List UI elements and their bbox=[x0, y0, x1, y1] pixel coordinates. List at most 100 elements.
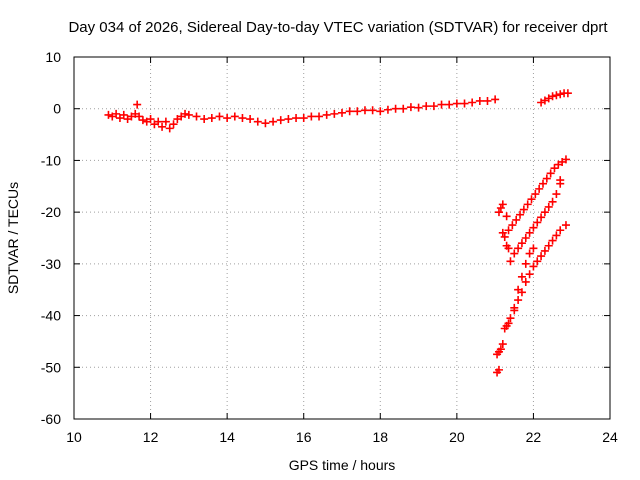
x-tick-label: 16 bbox=[296, 429, 312, 445]
data-point bbox=[521, 234, 530, 242]
data-point bbox=[529, 262, 538, 271]
data-point bbox=[330, 109, 339, 118]
data-point bbox=[284, 115, 293, 124]
data-point bbox=[368, 106, 377, 115]
data-point bbox=[552, 190, 561, 199]
data-point bbox=[146, 115, 155, 124]
data-point bbox=[165, 124, 174, 133]
data-point bbox=[360, 106, 369, 115]
data-point bbox=[406, 103, 415, 112]
data-point bbox=[500, 232, 509, 241]
data-point bbox=[253, 117, 262, 126]
x-tick-label: 20 bbox=[449, 429, 465, 445]
data-point bbox=[561, 155, 570, 164]
data-point bbox=[475, 96, 484, 105]
data-point bbox=[544, 202, 553, 211]
data-point bbox=[512, 215, 521, 224]
data-point bbox=[506, 257, 515, 266]
axis-ticks: 10 12 14 16 18 20 22 24 10 0 -10 -20 -30 -40 -50 -60 bbox=[41, 49, 618, 445]
x-tick-label: 12 bbox=[143, 429, 159, 445]
data-point bbox=[261, 119, 270, 128]
data-point bbox=[292, 114, 301, 123]
data-point bbox=[376, 107, 385, 116]
data-point bbox=[529, 244, 538, 253]
data-point bbox=[112, 109, 121, 118]
data-point bbox=[161, 117, 170, 126]
data-point bbox=[510, 249, 519, 258]
data-point bbox=[504, 319, 513, 328]
data-point bbox=[552, 231, 561, 240]
x-tick-label: 14 bbox=[219, 429, 235, 445]
data-point bbox=[556, 90, 565, 99]
data-point bbox=[531, 190, 540, 199]
data-point bbox=[494, 208, 503, 217]
data-point bbox=[207, 114, 216, 123]
data-points bbox=[104, 89, 572, 377]
data-point bbox=[514, 296, 523, 305]
data-point bbox=[563, 89, 572, 98]
data-point bbox=[502, 241, 511, 250]
x-axis-label: GPS time / hours bbox=[289, 457, 396, 473]
data-point bbox=[504, 226, 513, 235]
y-tick-label: -60 bbox=[41, 411, 61, 427]
data-point bbox=[230, 112, 239, 121]
data-point bbox=[561, 221, 570, 230]
data-point bbox=[537, 252, 546, 261]
data-point bbox=[307, 112, 316, 121]
data-point bbox=[315, 112, 324, 121]
data-point bbox=[516, 210, 525, 219]
data-point bbox=[498, 200, 507, 209]
x-tick-label: 10 bbox=[66, 429, 82, 445]
data-point bbox=[422, 102, 431, 111]
y-tick-label: -30 bbox=[41, 256, 61, 272]
data-point bbox=[517, 272, 526, 281]
data-point bbox=[548, 236, 557, 245]
data-point bbox=[519, 205, 528, 214]
data-point bbox=[548, 92, 557, 101]
data-point bbox=[502, 212, 511, 221]
data-point bbox=[527, 195, 536, 204]
data-point bbox=[445, 100, 454, 109]
x-tick-label: 24 bbox=[602, 429, 618, 445]
data-point bbox=[353, 107, 362, 116]
data-point bbox=[552, 91, 561, 100]
y-axis-label: SDTVAR / TECUs bbox=[5, 182, 21, 294]
gridlines bbox=[74, 57, 610, 419]
data-point bbox=[540, 246, 549, 255]
data-point bbox=[556, 226, 565, 235]
plot-frame bbox=[73, 56, 611, 420]
data-point bbox=[437, 100, 446, 109]
data-point bbox=[544, 241, 553, 250]
data-point bbox=[269, 117, 278, 126]
data-point bbox=[399, 104, 408, 113]
y-tick-label: 0 bbox=[53, 101, 61, 117]
data-point bbox=[223, 114, 232, 123]
data-point bbox=[135, 112, 144, 121]
data-point bbox=[215, 112, 224, 121]
data-point bbox=[533, 218, 542, 227]
data-point bbox=[521, 259, 530, 268]
data-point bbox=[514, 244, 523, 253]
data-point bbox=[525, 228, 534, 237]
data-point bbox=[525, 249, 534, 258]
data-point bbox=[299, 114, 308, 123]
data-point bbox=[550, 164, 559, 173]
data-point bbox=[533, 257, 542, 266]
data-point bbox=[181, 109, 190, 118]
data-point bbox=[483, 96, 492, 105]
data-point bbox=[491, 95, 500, 104]
y-tick-label: -10 bbox=[41, 152, 61, 168]
data-point bbox=[525, 270, 534, 279]
data-point bbox=[546, 169, 555, 178]
data-point bbox=[529, 223, 538, 232]
data-point bbox=[535, 184, 544, 193]
x-tick-label: 18 bbox=[372, 429, 388, 445]
data-point bbox=[506, 314, 515, 323]
data-point bbox=[498, 228, 507, 237]
data-point bbox=[542, 174, 551, 183]
data-point bbox=[414, 103, 423, 112]
data-point bbox=[338, 108, 346, 117]
data-point bbox=[521, 277, 530, 286]
data-point bbox=[154, 117, 163, 126]
chart-title: Day 034 of 2026, Sidereal Day-to-day VTE… bbox=[68, 19, 608, 36]
